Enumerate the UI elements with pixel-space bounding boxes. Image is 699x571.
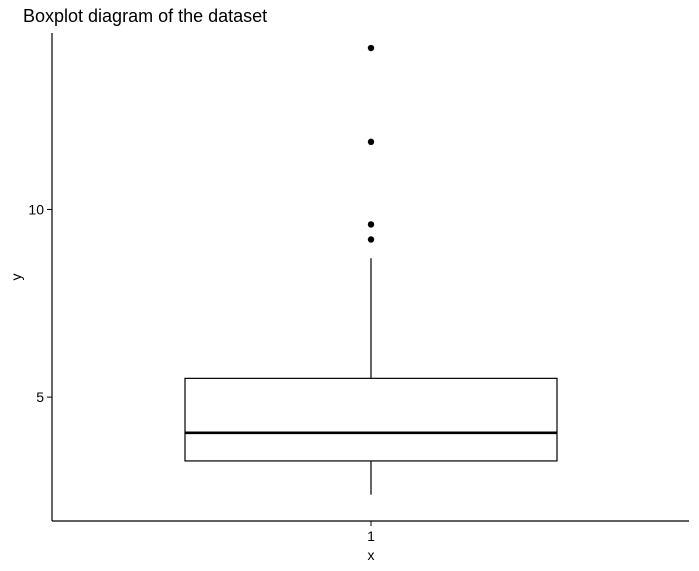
box-layer [184,258,558,495]
outlier-layer [367,44,375,243]
y-axis-label: y [8,274,24,281]
y-axis-tick-label: 5 [36,389,44,405]
outlier-point [367,221,375,228]
x-axis-tick-label: 1 [367,528,375,544]
outlier-point [367,236,375,243]
interquartile-box [184,377,558,462]
outlier-point [367,138,375,146]
y-axis-tick-label: 10 [28,201,44,217]
outlier-point [367,44,375,52]
chart-title: Boxplot diagram of the dataset [23,6,267,26]
axes-layer: 5 10 1 [28,201,375,544]
x-axis-label: x [368,547,375,563]
